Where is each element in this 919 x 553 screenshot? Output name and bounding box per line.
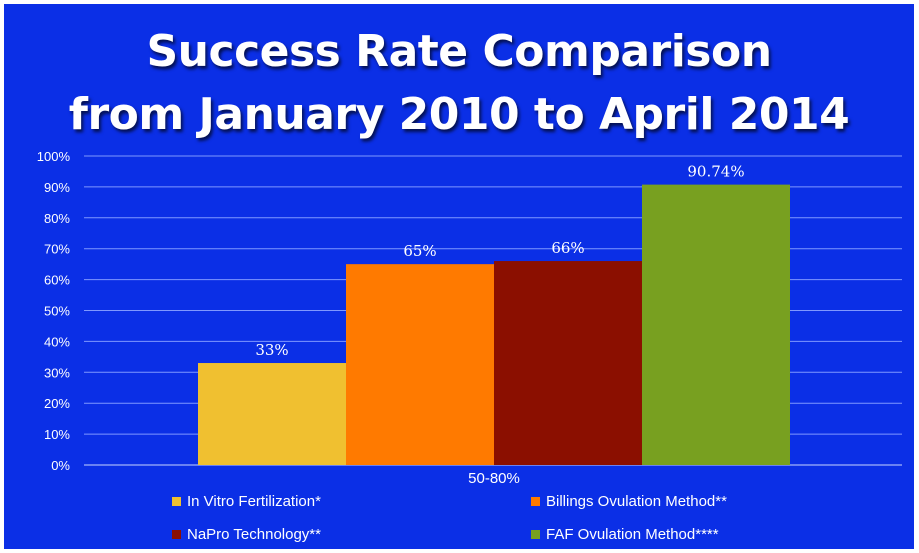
bar-value-label: 90.74% xyxy=(687,163,744,181)
legend-item-ivf: In Vitro Fertilization* xyxy=(172,493,321,510)
y-tick-label: 40% xyxy=(44,334,70,349)
legend-label-faf: FAF Ovulation Method**** xyxy=(546,526,719,543)
y-tick-label: 0% xyxy=(51,458,70,473)
y-tick-label: 20% xyxy=(44,396,70,411)
legend-label-napro: NaPro Technology** xyxy=(187,526,321,543)
legend-swatch-billings xyxy=(531,497,540,506)
chart-title-line-2: from January 2010 to April 2014 xyxy=(68,89,850,140)
bar xyxy=(642,184,790,465)
legend-item-faf: FAF Ovulation Method**** xyxy=(531,526,719,543)
legend-swatch-ivf xyxy=(172,497,181,506)
y-tick-label: 90% xyxy=(44,180,70,195)
chart-title-line-1: Success Rate Comparison xyxy=(146,26,772,77)
y-tick-label: 60% xyxy=(44,273,70,288)
bar xyxy=(198,363,346,465)
y-tick-label: 70% xyxy=(44,242,70,257)
legend-swatch-faf xyxy=(531,530,540,539)
bar-value-label: 66% xyxy=(551,239,584,257)
bar-chart-plot: 0% 10% 20% 30% 40% 50% 60% 70% 80% 90% 100% 33% 65% 6… xyxy=(37,149,902,487)
x-category-label: 50-80% xyxy=(468,470,520,487)
y-tick-label: 50% xyxy=(44,304,70,319)
chart-frame: Success Rate Comparison from January 201… xyxy=(4,4,914,549)
legend-label-billings: Billings Ovulation Method** xyxy=(546,493,727,510)
y-tick-label: 80% xyxy=(44,211,70,226)
bar xyxy=(346,264,494,465)
y-tick-label: 10% xyxy=(44,427,70,442)
bar-value-label: 33% xyxy=(255,341,288,359)
legend-item-billings: Billings Ovulation Method** xyxy=(531,493,727,510)
y-tick-label: 100% xyxy=(37,149,71,164)
legend-item-napro: NaPro Technology** xyxy=(172,526,321,543)
legend-swatch-napro xyxy=(172,530,181,539)
bar xyxy=(494,261,642,465)
y-tick-label: 30% xyxy=(44,365,70,380)
legend-label-ivf: In Vitro Fertilization* xyxy=(187,493,321,510)
bar-value-label: 65% xyxy=(403,242,436,260)
